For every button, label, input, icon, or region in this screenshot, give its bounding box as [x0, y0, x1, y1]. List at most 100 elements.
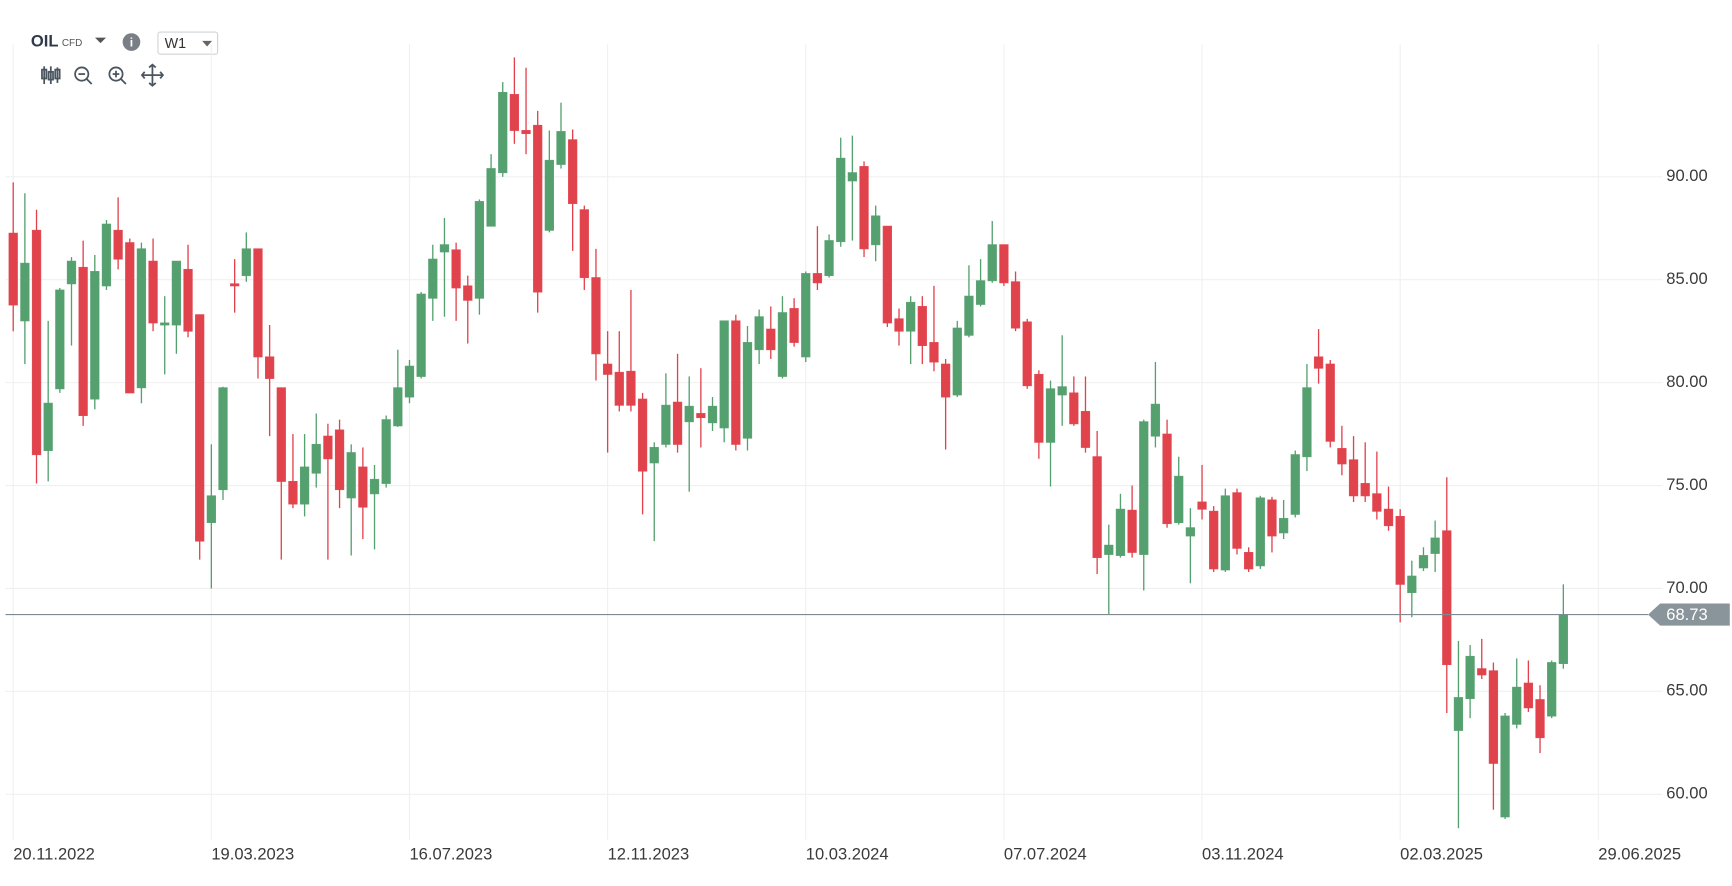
candle-body	[1360, 483, 1370, 497]
candle-body	[940, 363, 951, 398]
candle-body	[1407, 575, 1417, 594]
candle-body	[568, 139, 578, 204]
candle-body	[614, 371, 624, 406]
candle-body	[393, 387, 403, 427]
candle-body	[684, 405, 694, 423]
info-glyph: i	[130, 35, 133, 49]
candle-body	[195, 314, 205, 542]
candle-body	[1418, 555, 1429, 569]
candle-body	[836, 157, 846, 243]
candle-body	[533, 124, 543, 293]
candle-body	[498, 91, 508, 174]
candle-body	[1290, 454, 1300, 515]
candle-body	[358, 466, 368, 508]
y-tick-label: 60.00	[1666, 784, 1707, 803]
candle-body	[952, 327, 962, 396]
candle-body	[1535, 699, 1545, 739]
candle-body	[1034, 373, 1044, 443]
x-tick-label: 20.11.2022	[13, 844, 95, 863]
zoom-in-icon[interactable]	[108, 66, 127, 85]
candle-body	[1150, 403, 1161, 437]
x-tick-label: 29.06.2025	[1598, 844, 1681, 863]
candle-body	[754, 316, 764, 351]
candle-body	[602, 363, 613, 375]
candle-body	[777, 312, 788, 377]
candle-body	[509, 94, 520, 131]
candle-body	[31, 229, 42, 456]
candle-body	[1255, 497, 1265, 567]
x-tick-label: 12.11.2023	[608, 844, 690, 863]
toolbar: OIL CFD i W1	[31, 31, 219, 87]
candle-body	[218, 387, 228, 491]
last-price-tag	[1648, 603, 1730, 626]
candle-body	[416, 293, 426, 377]
candle-body	[649, 447, 659, 464]
candle-body	[917, 306, 927, 347]
overlay: 68.73	[5, 603, 1730, 626]
symbol[interactable]: OIL	[31, 31, 59, 50]
y-tick-label: 85.00	[1666, 269, 1707, 288]
candle-body	[299, 466, 310, 505]
candle-body	[1080, 410, 1091, 448]
x-tick-label: 10.03.2024	[806, 844, 889, 863]
candle-body	[451, 249, 461, 289]
candle-body	[241, 248, 251, 277]
candle-body	[276, 387, 286, 482]
y-tick-label: 90.00	[1666, 166, 1707, 185]
candle-body	[1442, 530, 1452, 666]
candle-body	[113, 229, 123, 260]
x-tick-label: 19.03.2023	[211, 844, 294, 863]
candle-body	[1430, 537, 1440, 554]
candle-body	[1244, 551, 1254, 570]
candle-body	[66, 260, 77, 285]
candle-body	[8, 232, 18, 306]
candle-body	[1104, 544, 1114, 555]
candle-body	[871, 215, 881, 246]
last-price-label: 68.73	[1666, 605, 1707, 624]
candle-body	[474, 201, 485, 299]
candle-body	[230, 283, 240, 287]
candle-body	[404, 365, 415, 398]
timeframe-arrow	[202, 40, 213, 47]
candle-body	[824, 240, 834, 277]
candle-body	[101, 223, 112, 287]
candle-body	[323, 435, 333, 460]
candle-body	[1313, 356, 1324, 369]
candle-body	[20, 262, 30, 322]
candle-body	[486, 168, 496, 227]
x-tick-label: 07.07.2024	[1004, 844, 1087, 863]
candle-body	[463, 285, 473, 301]
info-icon[interactable]	[122, 33, 141, 51]
candle-body	[136, 248, 147, 389]
candle-body	[1278, 518, 1289, 534]
zoom-out-icon[interactable]	[74, 66, 93, 85]
timeframe: W1	[165, 36, 187, 52]
candle-body	[334, 429, 345, 491]
candle-body	[1209, 510, 1219, 570]
timeframe-select[interactable]	[157, 31, 219, 55]
grid: 60.00 65.00 70.00 75.00 80.00 85.00 90.00 20.11…	[5, 44, 1708, 863]
candle-body	[637, 398, 648, 472]
candle-body	[626, 370, 636, 406]
symbol-dropdown[interactable]	[94, 37, 107, 44]
x-tick-label: 02.03.2025	[1400, 844, 1483, 863]
candle-body	[1115, 508, 1126, 556]
candle-body	[1488, 670, 1499, 764]
candle-body	[253, 248, 263, 358]
candle-body	[90, 271, 100, 400]
candle-body	[125, 242, 135, 394]
candle-body	[288, 480, 298, 505]
candle-body	[1232, 492, 1242, 549]
candle-body	[1022, 321, 1032, 387]
chart-type-icon[interactable]	[41, 66, 61, 85]
candle-body	[661, 404, 671, 445]
candle-body	[1465, 655, 1475, 700]
candle-body	[1558, 614, 1568, 665]
pan-icon[interactable]	[140, 63, 165, 87]
candle-body	[766, 328, 776, 351]
candle-body	[1174, 475, 1184, 524]
candle-body	[731, 320, 741, 445]
candle-body	[591, 277, 601, 355]
